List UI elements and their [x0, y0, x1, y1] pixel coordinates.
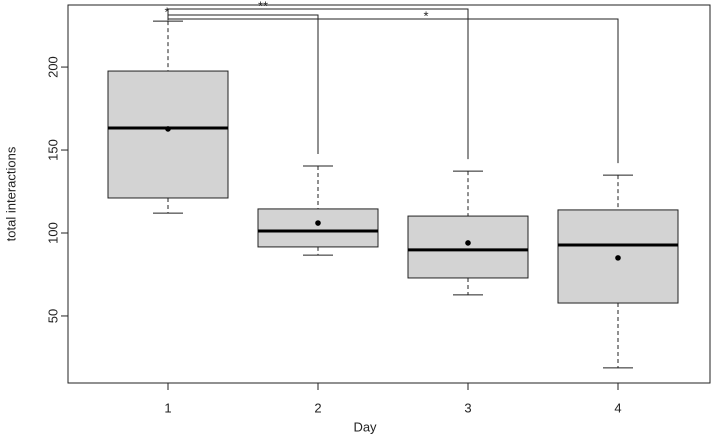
x-tick-label: 2 — [314, 400, 321, 415]
x-tick-label: 4 — [614, 400, 621, 415]
y-tick-label: 150 — [45, 139, 60, 161]
box — [257, 208, 379, 248]
plot-frame — [67, 4, 711, 384]
significance-bracket — [167, 8, 469, 160]
x-tick-label: 3 — [464, 400, 471, 415]
mean-dot — [615, 255, 621, 261]
mean-dot — [165, 126, 171, 132]
significance-label: * — [423, 8, 428, 23]
x-axis-label: Day — [353, 419, 377, 434]
mean-dot — [315, 220, 321, 226]
significance-bracket — [167, 18, 619, 164]
y-tick-label: 100 — [45, 222, 60, 244]
y-axis-label: total interactions — [3, 146, 18, 241]
box — [107, 70, 229, 199]
y-tick-label: 50 — [45, 309, 60, 323]
y-tick-label: 200 — [45, 56, 60, 78]
significance-label: * — [164, 4, 169, 19]
significance-label: ** — [258, 0, 268, 13]
mean-dot — [465, 240, 471, 246]
box — [407, 215, 529, 279]
x-tick-label: 1 — [164, 400, 171, 415]
